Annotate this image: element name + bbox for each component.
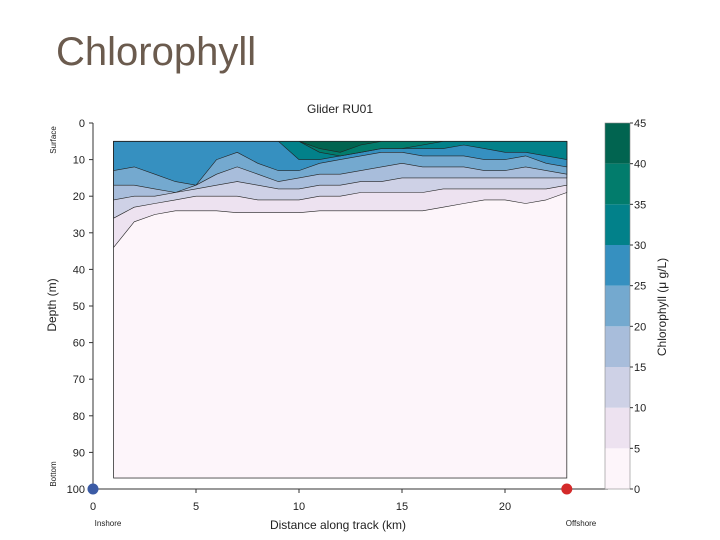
- colorbar-tick-label: 35: [634, 199, 646, 211]
- colorbar-swatch: [605, 163, 630, 205]
- colorbar-tick-label: 10: [634, 403, 646, 415]
- x-axis-label: Distance along track (km): [270, 518, 406, 532]
- y-tick-label: 80: [73, 411, 85, 423]
- colorbar: 0 5 10 15 20 25 30 35 40 45: [604, 118, 646, 496]
- colorbar-swatch: [605, 407, 630, 449]
- contour-band-25: [113, 141, 568, 186]
- x-tick-label: 15: [396, 501, 408, 513]
- colorbar-swatch: [605, 204, 630, 245]
- y-tick-label: 50: [73, 301, 85, 313]
- y-tick-label: 60: [73, 338, 85, 350]
- x-axis-left-label: Inshore: [95, 519, 122, 528]
- y-tick-label: 90: [73, 447, 85, 459]
- chart-title: Glider RU01: [307, 102, 373, 116]
- slide-title: Chlorophyll: [56, 30, 257, 74]
- y-tick-label: 0: [79, 118, 85, 130]
- y-tick-label: 100: [67, 484, 85, 496]
- colorbar-swatch: [605, 245, 630, 286]
- x-axis-right-label: Offshore: [566, 519, 597, 528]
- colorbar-tick-label: 30: [634, 240, 646, 252]
- colorbar-swatch: [605, 285, 630, 327]
- colorbar-tick-label: 0: [634, 484, 640, 496]
- colorbar-tick-label: 45: [634, 118, 646, 130]
- colorbar-tick-label: 20: [634, 321, 646, 333]
- y-axis-bottom-label: Bottom: [49, 461, 58, 487]
- x-tick-label: 10: [293, 501, 305, 513]
- y-tick-label: 40: [73, 264, 85, 276]
- x-tick-label: 5: [193, 501, 199, 513]
- colorbar-swatch: [605, 123, 630, 164]
- y-axis-top-label: Surface: [49, 126, 58, 154]
- endpoint-marker-inshore: [87, 483, 99, 495]
- colorbar-tick-label: 5: [634, 443, 640, 455]
- colorbar-tick-label: 40: [634, 159, 646, 171]
- colorbar-label: Chlorophyll (μ g/L): [655, 258, 669, 356]
- y-axis-label: Depth (m): [45, 278, 59, 331]
- endpoint-marker-offshore: [561, 483, 573, 495]
- x-tick-label: 20: [499, 501, 511, 513]
- colorbar-swatch: [605, 367, 630, 408]
- y-tick-label: 20: [73, 191, 85, 203]
- colorbar-tick-label: 25: [634, 281, 646, 293]
- x-tick-label: 0: [90, 501, 96, 513]
- contour-band-40: [113, 141, 568, 153]
- contour-plot: 0 10 20 30 40 50 60 70 80 90 100 0 5 10 15 20: [67, 118, 608, 513]
- colorbar-swatch: [605, 326, 630, 367]
- y-tick-label: 30: [73, 228, 85, 240]
- y-tick-label: 70: [73, 374, 85, 386]
- y-tick-label: 10: [73, 155, 85, 167]
- colorbar-frame: [604, 122, 631, 490]
- colorbar-tick-label: 15: [634, 362, 646, 374]
- colorbar-swatch: [605, 448, 630, 489]
